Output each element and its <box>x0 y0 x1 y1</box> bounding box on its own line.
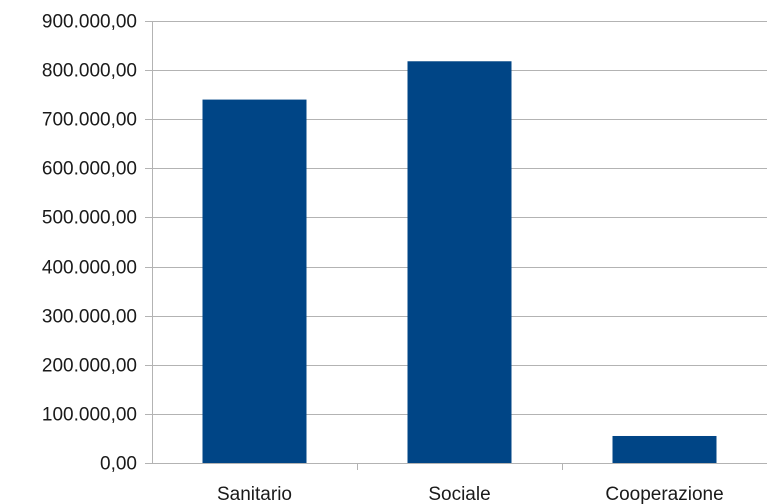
bar-sanitario <box>202 99 307 464</box>
bar-sociale <box>407 61 512 463</box>
y-tick-label: 300.000,00 <box>42 307 137 328</box>
x-tick-label: Sanitario <box>217 484 292 504</box>
y-tick-label: 200.000,00 <box>42 356 137 377</box>
y-tick-label: 100.000,00 <box>42 405 137 426</box>
x-tick-label: Sociale <box>428 484 490 504</box>
y-tick-label: 800.000,00 <box>42 61 137 82</box>
axes <box>145 21 563 470</box>
y-tick-label: 700.000,00 <box>42 110 137 131</box>
y-tick-label: 400.000,00 <box>42 258 137 279</box>
bar-cooperazione <box>612 435 717 463</box>
y-tick-label: 900.000,00 <box>42 12 137 33</box>
y-tick-labels: 0,00 100.000,00 200.000,00 300.000,00 400.00… <box>42 12 137 475</box>
y-tick-label: 500.000,00 <box>42 208 137 229</box>
x-tick-label: Cooperazione <box>605 484 723 504</box>
bars <box>202 61 717 464</box>
x-tick-labels: Sanitario Sociale Cooperazione <box>217 484 724 504</box>
y-tick-label: 0,00 <box>100 454 137 475</box>
y-tick-label: 600.000,00 <box>42 159 137 180</box>
